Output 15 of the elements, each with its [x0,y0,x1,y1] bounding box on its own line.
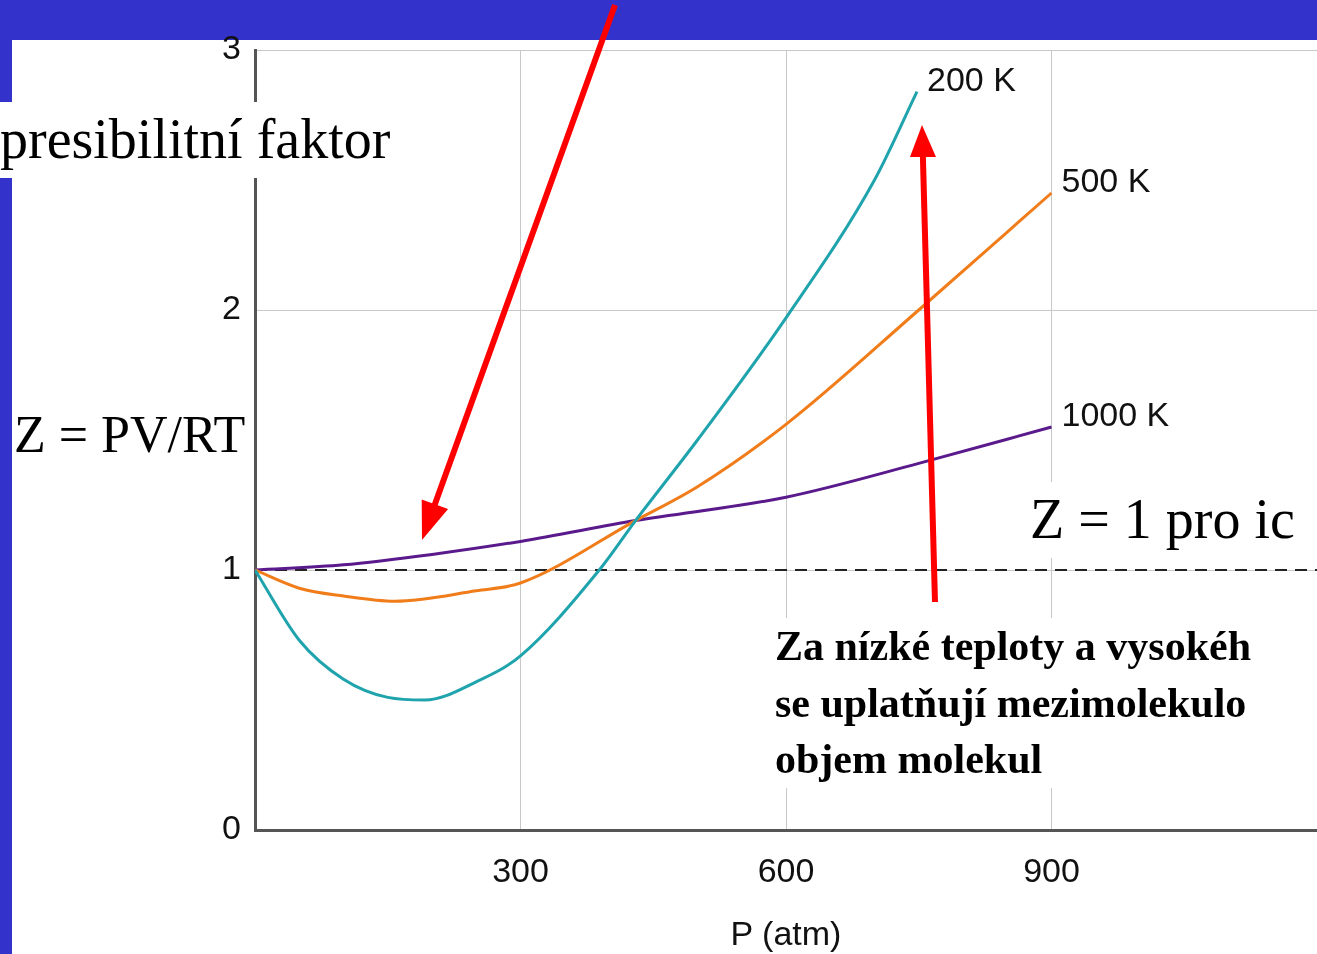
x-tick-label: 900 [1023,850,1080,889]
annotation: presibilitní faktor [0,102,395,178]
y-tick-label: 2 [222,288,241,327]
y-tick-label: 1 [222,548,241,587]
annotation: Za nízké teploty a vysokéh se uplatňují mezimolekulo objem molekul [775,618,1256,789]
series-label: 200 K [926,59,1017,98]
annotation: Z = 1 pro ic [1030,482,1299,558]
series-label: 1000 K [1061,395,1170,434]
series-label: 500 K [1061,161,1151,200]
x-axis-title: P (atm) [730,914,842,952]
x-tick-label: 600 [757,850,815,889]
y-tick-label: 3 [222,28,241,67]
y-tick-label: 0 [222,808,241,847]
y-axis-title: Z = PV/RT [14,405,246,464]
x-tick-label: 300 [492,850,549,889]
